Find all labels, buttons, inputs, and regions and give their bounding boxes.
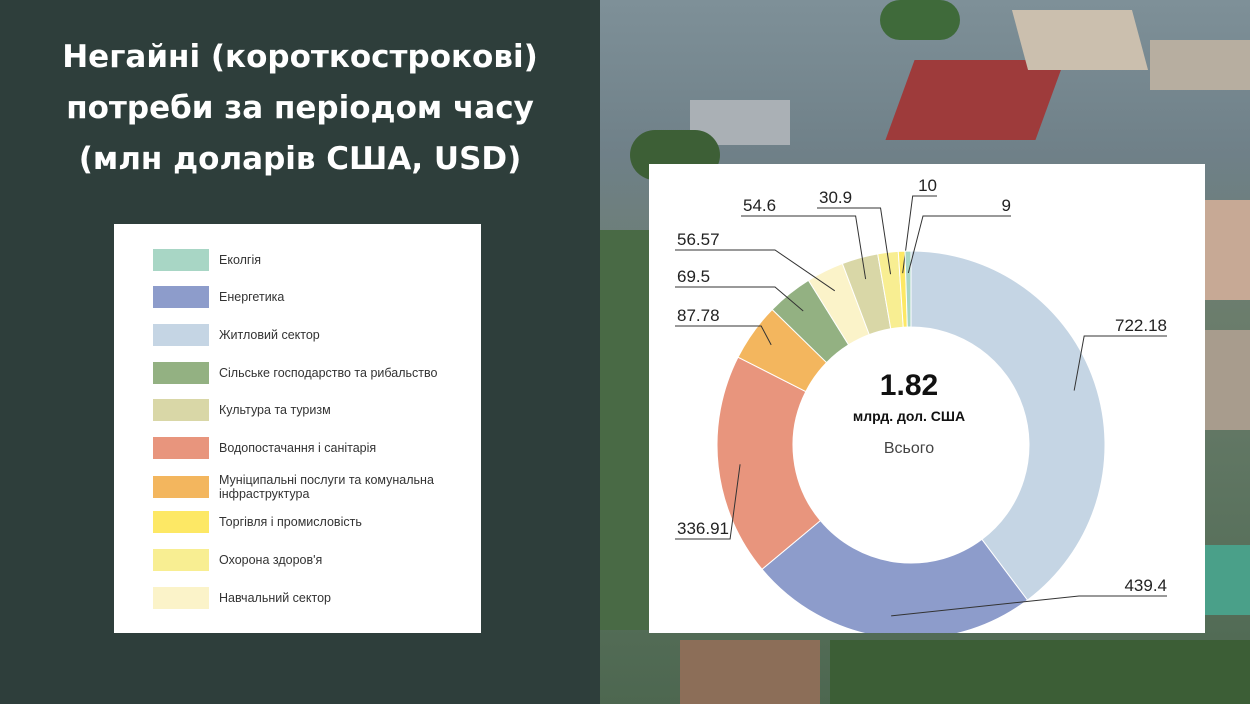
tree-cluster [880,0,960,40]
donut-chart-svg: 722.18 439.4 336.91 87.78 69.5 56.57 54.6 30.9 1… [675,176,1167,633]
tree-cluster [600,230,650,630]
house-roof [1205,545,1250,615]
data-label: 722.18 [1115,316,1167,335]
legend-label: Навчальний сектор [219,591,331,605]
legend-label: Муніципальні послуги та комунальна інфра… [219,473,434,501]
data-label: 54.6 [743,196,776,215]
data-label: 9 [1002,196,1011,215]
legend-label: Енергетика [219,290,285,304]
legend-item: Еколгія [153,248,469,272]
legend-label: Водопостачання і санітарія [219,441,377,455]
legend-label: Сільське господарство та рибальство [219,366,438,380]
leader-line [675,249,836,292]
data-label: 69.5 [677,267,710,286]
tree-cluster [830,640,1250,704]
legend-swatch [153,587,209,609]
legend-swatch [153,399,209,421]
legend-item: Енергетика [153,285,469,309]
legend-item: Муніципальні послуги та комунальна інфра… [153,472,469,502]
donut-slice [910,250,1106,601]
house-roof [1150,40,1250,90]
legend-swatch [153,511,209,533]
legend-item: Сільське господарство та рибальство [153,361,469,385]
leader-line [817,207,892,275]
donut-slice [761,519,1029,633]
leader-line [1073,335,1167,391]
leader-line [891,595,1167,617]
data-label: 56.57 [677,230,720,249]
legend-swatch [153,324,209,346]
slide-title: Негайні (короткострокові) потреби за пер… [62,39,538,177]
center-unit: млрд. дол. США [852,408,966,424]
donut-chart: 722.18 439.4 336.91 87.78 69.5 56.57 54.6 30.9 1… [649,164,1205,633]
house-roof [1205,330,1250,430]
leader-line [741,215,867,280]
legend-swatch [153,437,209,459]
data-label: 439.4 [1124,576,1167,595]
house-roof [885,60,1065,140]
legend-label: Еколгія [219,253,262,267]
legend-item: Торгівля і промисловість [153,510,469,534]
legend-label: Торгівля і промисловість [219,515,362,529]
legend-label: Житловий сектор [219,328,320,342]
leader-line [907,215,1011,274]
leader-line [675,325,772,346]
legend-item: Водопостачання і санітарія [153,436,469,460]
data-label: 336.91 [677,519,729,538]
legend-item: Культура та туризм [153,398,469,422]
leader-line [675,286,804,312]
legend-swatch [153,362,209,384]
center-total: 1.82 [879,369,939,402]
house-roof [1011,10,1149,70]
legend-swatch [153,476,209,498]
legend-item: Житловий сектор [153,323,469,347]
data-label: 87.78 [677,306,720,325]
left-panel: Негайні (короткострокові) потреби за пер… [0,0,600,704]
center-caption: Всього [883,440,935,457]
legend: Еколгія Енергетика Житловий сектор Сільс… [114,224,481,633]
data-label: 10 [918,176,937,195]
legend-swatch [153,286,209,308]
legend-item: Навчальний сектор [153,586,469,610]
legend-label: Охорона здоров'я [219,553,323,567]
legend-swatch [153,249,209,271]
legend-item: Охорона здоров'я [153,548,469,572]
data-label: 30.9 [819,188,852,207]
leader-line [675,464,741,540]
legend-label: Культура та туризм [219,403,331,417]
leader-line [902,195,937,274]
house-roof [1205,200,1250,300]
legend-swatch [153,549,209,571]
house-roof [680,640,820,704]
